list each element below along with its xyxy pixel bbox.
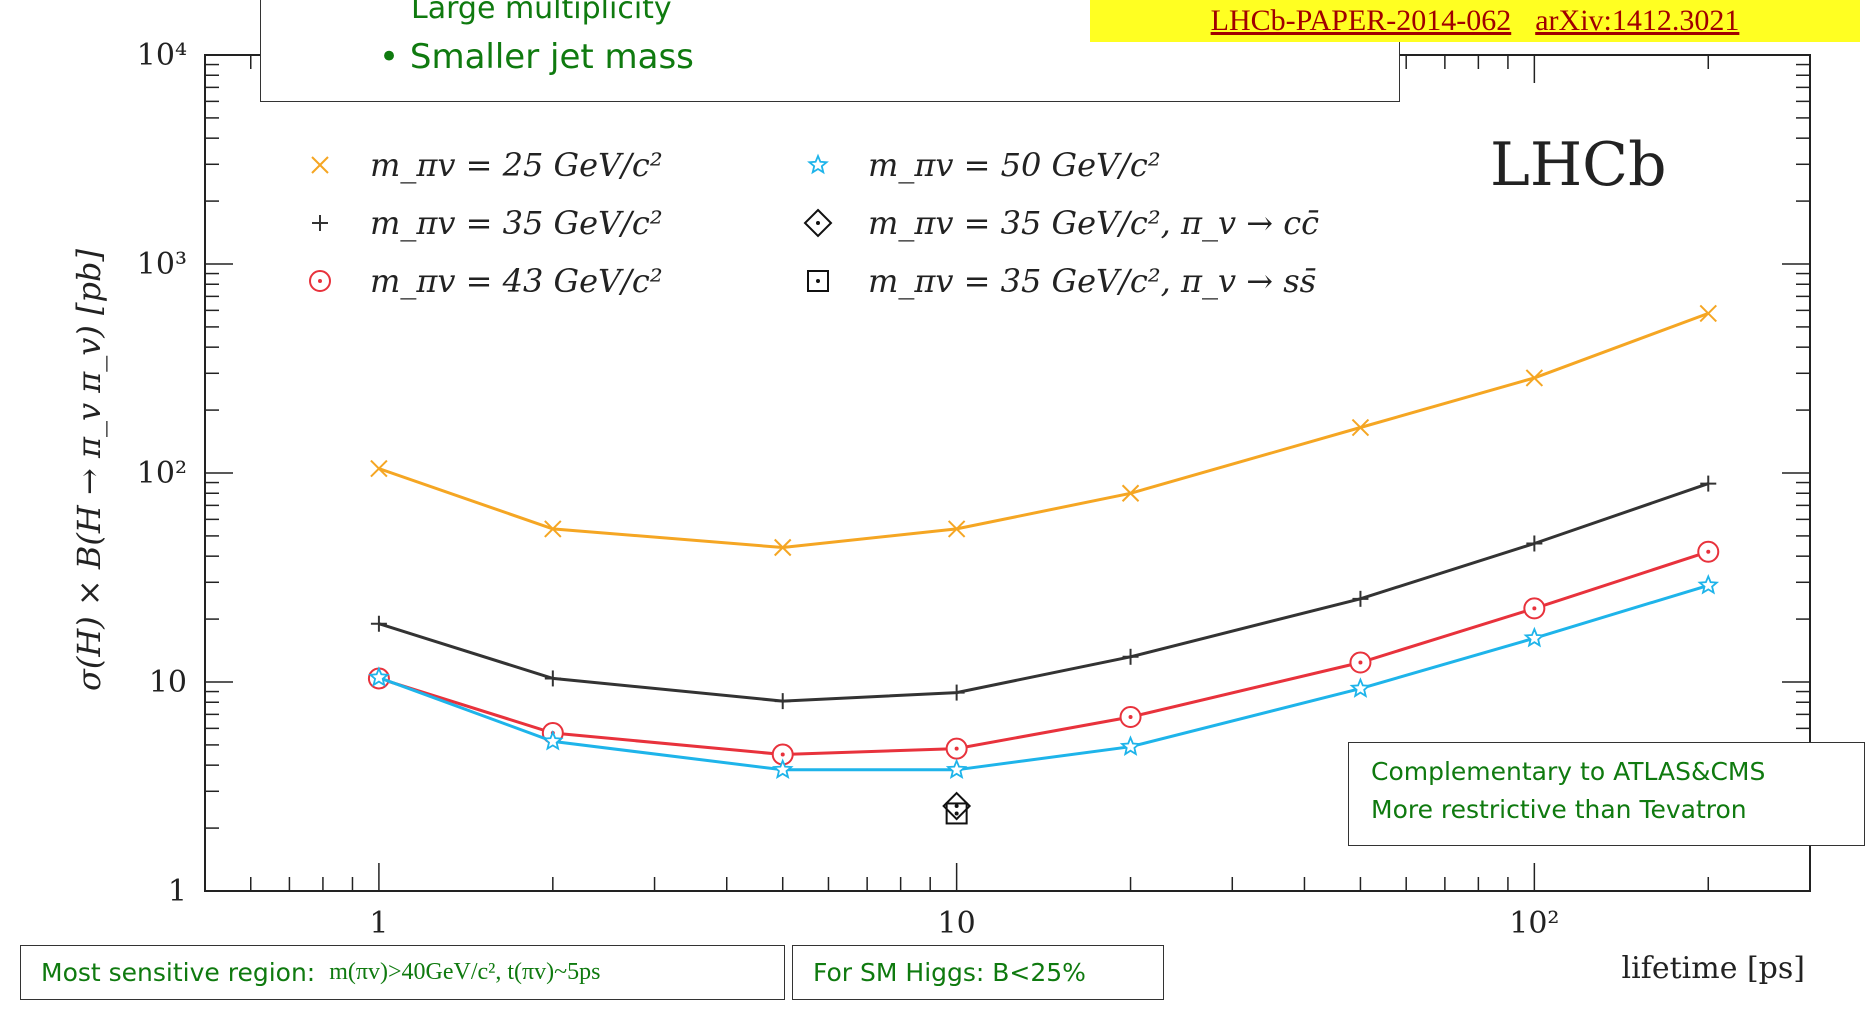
sensitive-label: Most sensitive region:	[41, 958, 316, 987]
data-point	[1523, 597, 1546, 620]
data-point	[1119, 706, 1142, 729]
legend-label: m_πv = 25 GeV/c²	[370, 146, 663, 184]
legend-marker	[807, 270, 829, 292]
data-point	[542, 730, 564, 751]
y-tick-label: 10³	[137, 247, 187, 282]
legend-label: m_πv = 35 GeV/c², π_v → ss̄	[868, 262, 1316, 300]
y-axis-label: σ(H) × B(H → π_v π_v) [pb]	[70, 249, 108, 691]
data-point	[1700, 475, 1717, 492]
reference-bar: LHCb-PAPER-2014-062 arXiv:1412.3021	[1090, 0, 1860, 42]
data-point	[1352, 590, 1369, 607]
y-tick-label: 10²	[137, 456, 187, 491]
bullet-item: • Smaller jet mass	[379, 37, 694, 77]
legend-marker	[312, 215, 328, 231]
data-point	[1525, 369, 1544, 387]
data-point	[948, 684, 965, 701]
y-tick-label: 10⁴	[137, 38, 187, 73]
data-point	[544, 670, 561, 687]
series-line	[378, 550, 1709, 757]
legend-label: m_πv = 43 GeV/c²	[370, 262, 663, 300]
data-point	[544, 520, 562, 538]
data-point	[774, 693, 791, 710]
data-point	[947, 520, 966, 538]
lhcb-label: LHCb	[1490, 130, 1666, 200]
data-point	[1349, 677, 1372, 698]
series-line	[378, 583, 1709, 772]
data-point	[1699, 304, 1717, 323]
data-point	[370, 615, 387, 632]
legend: m_πv = 25 GeV/c² m_πv = 35 GeV/c² m_πv = 4…	[309, 146, 1319, 300]
x-axis-label: lifetime [ps]	[1622, 951, 1805, 986]
paper-reference-link[interactable]: LHCb-PAPER-2014-062	[1210, 4, 1512, 37]
data-point	[1523, 626, 1546, 648]
sensitive-region-box: Most sensitive region: m(πv)>40GeV/c², t…	[20, 945, 785, 1000]
data-point	[1526, 535, 1543, 552]
data-point	[945, 758, 968, 780]
x-tick-label: 10	[938, 906, 976, 941]
complementary-box: Complementary to ATLAS&CMS More restrict…	[1348, 742, 1865, 846]
data-point	[1351, 418, 1370, 437]
data-point	[942, 791, 972, 821]
x-tick-label: 1	[369, 906, 388, 941]
data-point	[368, 666, 390, 687]
legend-label: m_πv = 50 GeV/c²	[868, 146, 1161, 184]
y-tick-label: 10	[149, 665, 187, 700]
data-point	[945, 802, 968, 825]
data-point	[1697, 540, 1720, 563]
series-layer	[367, 304, 1720, 825]
data-point	[370, 459, 388, 478]
legend-marker	[309, 270, 331, 292]
legend-marker	[311, 156, 329, 174]
series-line	[378, 482, 1709, 703]
arxiv-reference-link[interactable]: arXiv:1412.3021	[1535, 4, 1740, 37]
sm-higgs-box: For SM Higgs: B<25%	[792, 945, 1164, 1000]
data-point	[1122, 648, 1139, 665]
y-tick-label: 1	[168, 874, 187, 909]
x-tick-label: 10²	[1509, 906, 1559, 941]
restrictive-line: More restrictive than Tevatron	[1371, 795, 1747, 824]
sensitive-value: m(πv)>40GeV/c², t(πv)~5ps	[329, 959, 601, 985]
series-line	[378, 311, 1709, 550]
bullet-text: Large multiplicity	[411, 0, 672, 26]
legend-label: m_πv = 35 GeV/c², π_v → cc̄	[868, 204, 1319, 242]
bullet-text: Smaller jet mass	[409, 37, 694, 77]
data-point	[945, 737, 968, 760]
data-point	[1119, 735, 1142, 756]
data-point	[774, 538, 792, 557]
data-point	[1697, 574, 1720, 595]
data-point	[1349, 651, 1372, 674]
complementary-line: Complementary to ATLAS&CMS	[1371, 757, 1766, 786]
legend-marker	[807, 153, 829, 175]
legend-label: m_πv = 35 GeV/c²	[370, 204, 663, 242]
data-point	[1121, 484, 1140, 502]
legend-marker	[803, 208, 833, 238]
bullet-box: Large multiplicity • Smaller jet mass	[260, 0, 1400, 102]
axis-ticks: 1 10 10² 10³ 10⁴ 1 10 10²	[137, 38, 1811, 941]
bullet-item: Large multiplicity	[411, 0, 672, 26]
data-point	[771, 758, 794, 780]
sm-higgs-text: For SM Higgs: B<25%	[813, 958, 1086, 987]
